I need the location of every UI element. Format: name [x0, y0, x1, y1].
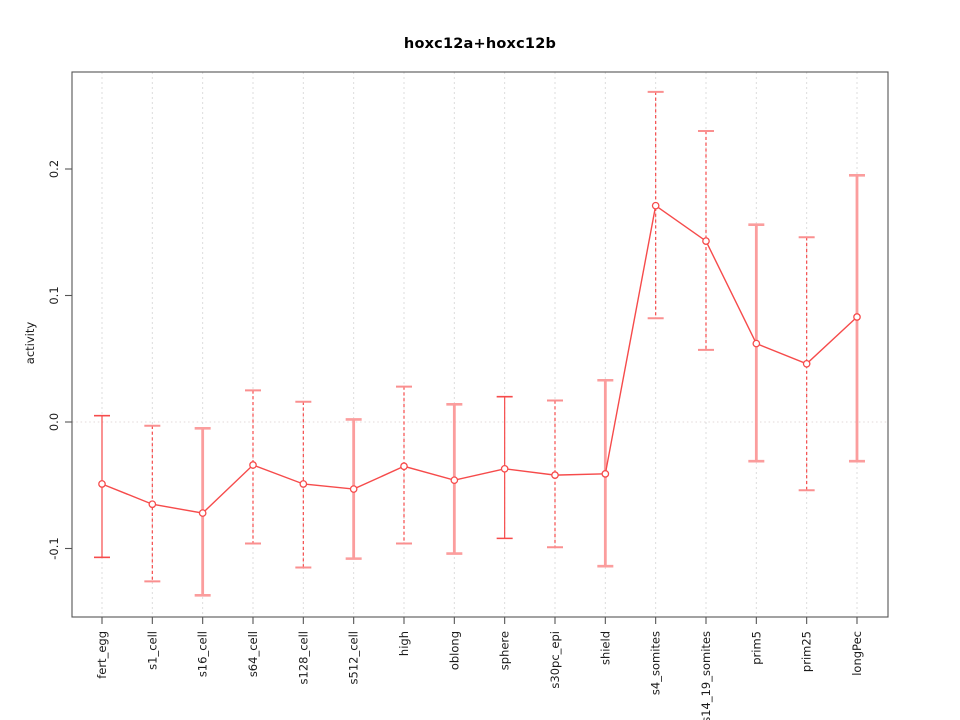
- data-point: [853, 313, 861, 321]
- data-point: [299, 480, 308, 488]
- x-tick-label: prim5: [749, 631, 763, 665]
- x-tick-label: s64_cell: [246, 631, 260, 677]
- x-tick-label: s128_cell: [296, 631, 310, 684]
- x-tick-label: s16_cell: [196, 631, 210, 677]
- x-tick-label: prim25: [800, 631, 814, 672]
- chart-title: hoxc12a+hoxc12b: [403, 36, 557, 52]
- data-point: [349, 485, 358, 493]
- x-tick-label: s512_cell: [347, 631, 361, 684]
- x-tick-label: high: [397, 631, 411, 656]
- y-tick-label: 0.1: [47, 286, 61, 304]
- data-point: [249, 461, 257, 469]
- data-point: [500, 464, 509, 473]
- plot-border: [71, 71, 889, 618]
- x-tick-label: oblong: [447, 631, 461, 670]
- x-tick-label: shield: [598, 631, 612, 665]
- data-point: [450, 476, 459, 485]
- data-point: [98, 480, 106, 488]
- data-point: [601, 470, 610, 478]
- data-point: [551, 471, 559, 479]
- x-tick-label: fert_egg: [95, 631, 109, 679]
- data-point: [198, 509, 207, 517]
- y-tick-label: 0.0: [47, 413, 61, 431]
- x-tick-label: s4_somites: [649, 631, 663, 695]
- y-tick-label: -0.1: [47, 537, 61, 559]
- data-point: [802, 359, 811, 368]
- x-tick-label: s30pc_epi: [548, 631, 562, 689]
- y-tick-label: 0.2: [47, 160, 61, 178]
- data-point: [651, 201, 660, 210]
- data-point: [702, 237, 710, 245]
- x-tick-label: sphere: [498, 631, 512, 670]
- data-point: [400, 462, 408, 471]
- data-point: [148, 500, 157, 509]
- x-tick-label: s14_19_somites: [699, 631, 713, 720]
- x-tick-label: longPec: [850, 631, 864, 676]
- x-tick-label: s1_cell: [145, 631, 159, 670]
- data-point: [752, 339, 761, 348]
- series-line: [101, 204, 858, 514]
